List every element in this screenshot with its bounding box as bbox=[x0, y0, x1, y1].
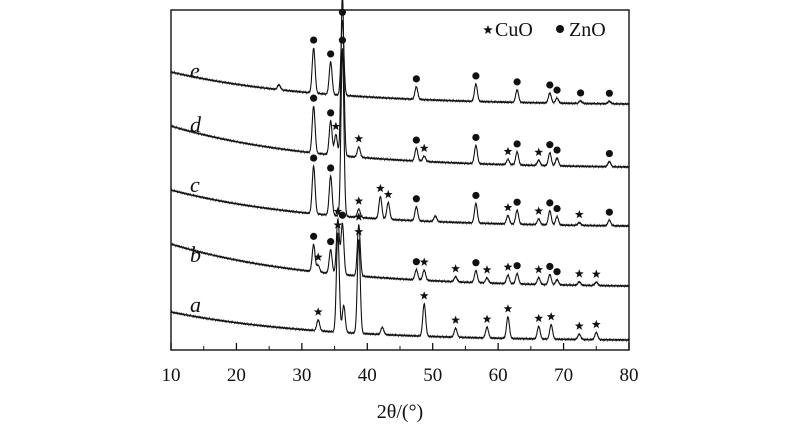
series-d-cuo-marker bbox=[331, 121, 341, 131]
series-d-zno-marker bbox=[310, 94, 318, 102]
series-b-zno-marker bbox=[553, 268, 561, 276]
series-c-zno-marker bbox=[553, 205, 561, 213]
series-e-line bbox=[170, 20, 630, 107]
x-tick-label: 30 bbox=[292, 365, 311, 386]
series-b-line bbox=[170, 217, 630, 289]
markers-layer bbox=[310, 8, 613, 330]
series-c-label: c bbox=[190, 172, 200, 197]
series-d-cuo-marker bbox=[503, 146, 513, 156]
series-b-cuo-marker bbox=[591, 269, 601, 278]
series-a-cuo-marker bbox=[546, 312, 556, 321]
series-b-cuo-marker bbox=[333, 206, 343, 216]
series-b-cuo-marker bbox=[313, 252, 323, 261]
legend-circle-marker bbox=[556, 25, 564, 33]
series-a-cuo-marker bbox=[482, 314, 492, 323]
x-tick-label: 70 bbox=[554, 365, 573, 386]
series-e-zno-marker bbox=[546, 81, 554, 89]
series-a-cuo-marker bbox=[503, 304, 513, 313]
x-tick-label: 50 bbox=[423, 365, 442, 386]
series-d-zno-marker bbox=[605, 149, 613, 158]
series-d-zno-marker bbox=[472, 133, 480, 142]
series-b-zno-marker bbox=[338, 211, 347, 219]
series-b-cuo-marker bbox=[574, 269, 584, 278]
x-tick-label: 60 bbox=[489, 365, 508, 386]
series-b-zno-marker bbox=[327, 238, 335, 246]
series-e-zno-marker bbox=[327, 50, 335, 58]
series-e-label: e bbox=[190, 58, 200, 83]
series-d-cuo-marker bbox=[354, 134, 364, 143]
series-a-line bbox=[170, 232, 630, 343]
series-c-cuo-marker bbox=[376, 183, 385, 193]
series-c-cuo-marker bbox=[354, 196, 364, 205]
series-d-zno-marker bbox=[412, 136, 420, 144]
series-c-zno-marker bbox=[412, 195, 420, 203]
series-a-cuo-marker bbox=[419, 291, 429, 300]
series-e-zno-marker bbox=[605, 89, 613, 97]
series-b-cuo-marker bbox=[419, 257, 429, 266]
series-a-cuo-marker bbox=[591, 319, 601, 329]
series-c-zno-marker bbox=[472, 191, 480, 200]
series-a-cuo-marker bbox=[333, 220, 343, 229]
series-c-cuo-marker bbox=[503, 202, 513, 212]
series-e-zno-marker bbox=[310, 36, 318, 44]
series-b-cuo-marker bbox=[482, 265, 492, 274]
series-c-line bbox=[170, 48, 630, 229]
legend-label-cuo: CuO bbox=[495, 19, 533, 41]
legend-star-shape bbox=[483, 25, 493, 35]
series-a-cuo-marker bbox=[534, 313, 544, 323]
series-b-cuo-marker bbox=[534, 265, 544, 274]
series-c-zno-marker bbox=[338, 36, 347, 44]
series-d-cuo-marker bbox=[534, 147, 544, 156]
series-d-line bbox=[170, 0, 630, 170]
series-d-zno-marker bbox=[546, 141, 554, 149]
series-a-label: a bbox=[190, 292, 201, 317]
series-c-cuo-marker bbox=[574, 209, 584, 219]
series-e-zno-marker bbox=[338, 8, 347, 16]
curve-labels-layer: ab c d e bbox=[190, 58, 202, 317]
x-tick-label: 80 bbox=[620, 365, 639, 386]
x-axis-title: 2θ/(°) bbox=[377, 401, 423, 423]
series-c-zno-marker bbox=[327, 164, 335, 172]
x-axis: 10 20 30 40 50 60 70 80 bbox=[162, 343, 639, 386]
series-c-zno-marker bbox=[310, 154, 318, 162]
series-b-cuo-marker bbox=[503, 262, 513, 271]
series-c-zno-marker bbox=[513, 198, 521, 206]
series-a-cuo-marker bbox=[313, 307, 323, 316]
series-b-zno-marker bbox=[513, 262, 521, 270]
series-b-zno-marker bbox=[546, 262, 554, 271]
series-a-cuo-marker bbox=[574, 321, 584, 330]
series-a-cuo-marker bbox=[354, 227, 364, 236]
series-b-cuo-marker bbox=[354, 212, 364, 221]
series-b-cuo-marker bbox=[451, 264, 460, 273]
legend: CuO ZnO bbox=[483, 19, 606, 41]
x-tick-label: 20 bbox=[227, 365, 246, 386]
x-tick-label: 10 bbox=[162, 365, 181, 386]
series-c-cuo-marker bbox=[534, 206, 544, 215]
legend-label-zno: ZnO bbox=[569, 19, 606, 41]
series-d-label: d bbox=[190, 112, 202, 137]
series-c-cuo-marker bbox=[383, 189, 393, 199]
series-d-zno-marker bbox=[327, 109, 335, 117]
series-e-zno-marker bbox=[472, 72, 480, 80]
series-d-zno-marker bbox=[513, 140, 521, 148]
series-b-label: b bbox=[190, 242, 201, 267]
series-e-zno-marker bbox=[553, 86, 561, 94]
series-b-zno-marker bbox=[472, 259, 480, 267]
series-e-zno-marker bbox=[412, 75, 420, 83]
series-b-zno-marker bbox=[412, 258, 420, 266]
series-a-cuo-marker bbox=[451, 315, 460, 324]
series-d-zno-marker bbox=[553, 146, 561, 154]
series-c-zno-marker bbox=[605, 208, 613, 216]
curves-layer bbox=[170, 0, 630, 343]
x-tick-label: 40 bbox=[358, 365, 377, 386]
legend-star-marker bbox=[483, 25, 493, 35]
series-b-zno-marker bbox=[310, 232, 318, 240]
series-e-zno-marker bbox=[513, 78, 521, 86]
plot-frame bbox=[170, 9, 630, 351]
series-c-zno-marker bbox=[546, 199, 554, 207]
series-d-cuo-marker bbox=[419, 143, 429, 152]
series-e-zno-marker bbox=[576, 89, 585, 97]
